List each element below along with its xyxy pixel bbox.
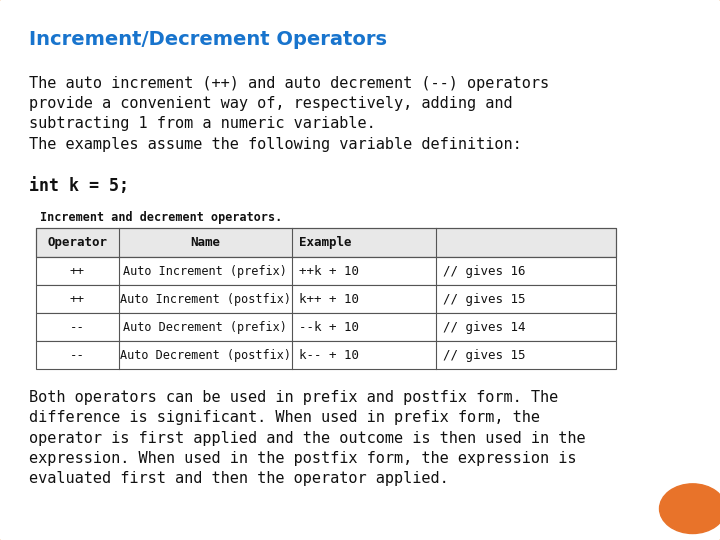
Text: k-- + 10: k-- + 10 [299, 349, 359, 362]
Text: Both operators can be used in prefix and postfix form. The
difference is signifi: Both operators can be used in prefix and… [29, 390, 585, 487]
Text: ++k + 10: ++k + 10 [299, 265, 359, 278]
Bar [36, 228, 616, 257]
Text: --: -- [70, 321, 85, 334]
Bar [36, 257, 616, 285]
Circle shape [660, 484, 720, 534]
Text: int k = 5;: int k = 5; [29, 177, 129, 195]
Bar [36, 341, 616, 369]
Text: // gives 15: // gives 15 [443, 349, 526, 362]
Text: // gives 15: // gives 15 [443, 293, 526, 306]
Text: k++ + 10: k++ + 10 [299, 293, 359, 306]
Text: // gives 16: // gives 16 [443, 265, 526, 278]
Text: Increment and decrement operators.: Increment and decrement operators. [40, 211, 282, 224]
Bar [36, 313, 616, 341]
Text: ++: ++ [70, 265, 85, 278]
Text: Example: Example [299, 236, 351, 249]
Text: Increment/Decrement Operators: Increment/Decrement Operators [29, 30, 387, 49]
Text: Auto Increment (prefix): Auto Increment (prefix) [123, 265, 287, 278]
Bar [36, 285, 616, 313]
Text: // gives 14: // gives 14 [443, 321, 526, 334]
Text: Auto Increment (postfix): Auto Increment (postfix) [120, 293, 291, 306]
Text: Name: Name [190, 236, 220, 249]
Text: --k + 10: --k + 10 [299, 321, 359, 334]
Text: Auto Decrement (prefix): Auto Decrement (prefix) [123, 321, 287, 334]
Bar [36, 228, 616, 257]
Text: The auto increment (++) and auto decrement (--) operators
provide a convenient w: The auto increment (++) and auto decreme… [29, 76, 549, 152]
Text: Auto Decrement (postfix): Auto Decrement (postfix) [120, 349, 291, 362]
Text: --: -- [70, 349, 85, 362]
Text: ++: ++ [70, 293, 85, 306]
Text: Operator: Operator [48, 236, 107, 249]
